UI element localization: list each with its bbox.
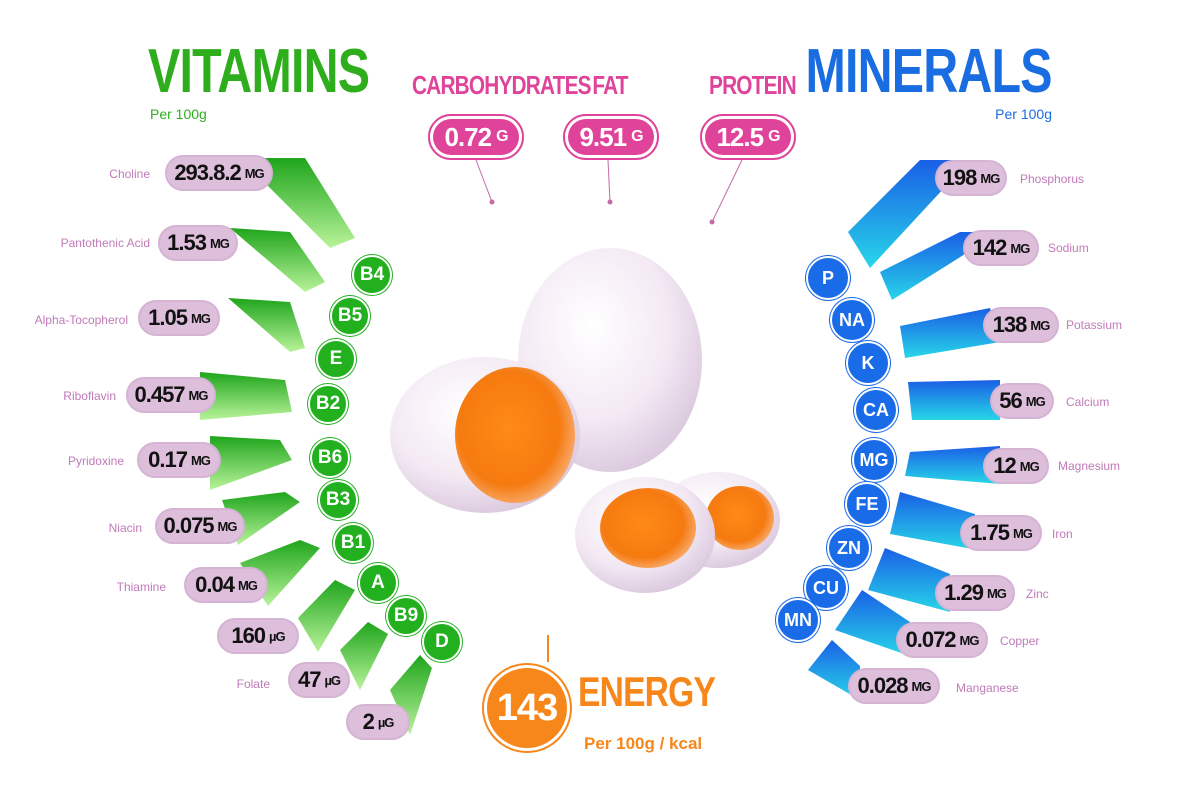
vitamin-name: Folate bbox=[236, 677, 270, 691]
mineral-value: 0.028 MG bbox=[848, 668, 940, 704]
mineral-name: Manganese bbox=[956, 681, 1019, 695]
fat-label: FAT bbox=[592, 70, 628, 100]
mineral-value: 1.29 MG bbox=[935, 575, 1015, 611]
mineral-value: 12 MG bbox=[983, 448, 1049, 484]
vitamin-bar bbox=[228, 298, 305, 352]
mineral-circle: CA bbox=[854, 388, 898, 432]
mineral-circle: ZN bbox=[827, 526, 871, 570]
vitamins-per: Per 100g bbox=[150, 106, 207, 122]
mineral-circle: P bbox=[806, 256, 850, 300]
vitamin-bar bbox=[390, 655, 432, 735]
mineral-bar bbox=[905, 446, 1000, 484]
vitamin-value: 1.05 MG bbox=[138, 300, 220, 336]
mineral-name: Calcium bbox=[1066, 395, 1110, 409]
mineral-value: 198 MG bbox=[935, 160, 1007, 196]
vitamin-bar bbox=[298, 580, 355, 652]
vitamin-circle: D bbox=[422, 622, 462, 662]
mineral-name: Copper bbox=[1000, 634, 1040, 648]
vitamin-name: Alpha-Tocopherol bbox=[34, 313, 128, 327]
vitamins-title: VITAMINS bbox=[148, 37, 370, 106]
minerals-per: Per 100g bbox=[995, 106, 1052, 122]
protein-label: PROTEIN bbox=[709, 70, 797, 100]
mineral-bar bbox=[890, 492, 978, 550]
mineral-name: Zinc bbox=[1026, 587, 1049, 601]
mineral-bar bbox=[908, 380, 1000, 420]
mineral-name: Magnesium bbox=[1058, 459, 1121, 473]
vitamin-name: Pyridoxine bbox=[67, 454, 124, 468]
vitamin-bar bbox=[230, 228, 325, 292]
egg-slice-front-yolk bbox=[600, 488, 696, 568]
vitamin-circle: B1 bbox=[333, 523, 373, 563]
vitamin-bars bbox=[200, 158, 432, 735]
mineral-bar bbox=[808, 640, 860, 700]
macro-pointers bbox=[475, 159, 743, 225]
vitamin-bar bbox=[200, 372, 292, 420]
vitamin-circle: B5 bbox=[330, 296, 370, 336]
vitamin-name: Niacin bbox=[108, 521, 142, 535]
vitamin-value: 0.04 MG bbox=[184, 567, 268, 603]
vitamin-value: 2 µG bbox=[346, 704, 410, 740]
vitamin-value: 293.8.2 MG bbox=[165, 155, 273, 191]
mineral-value: 0.072 MG bbox=[896, 622, 988, 658]
minerals-title: MINERALS bbox=[805, 37, 1053, 106]
mineral-bar bbox=[868, 548, 950, 612]
mineral-circle: K bbox=[846, 341, 890, 385]
vitamin-value: 0.17 MG bbox=[137, 442, 221, 478]
vitamin-bar bbox=[340, 622, 388, 690]
vitamin-name: Choline bbox=[109, 167, 150, 181]
mineral-value: 142 MG bbox=[963, 230, 1039, 266]
vitamin-circle: B6 bbox=[310, 438, 350, 478]
vitamin-circle: B9 bbox=[386, 596, 426, 636]
vitamin-circle: A bbox=[358, 563, 398, 603]
energy-per: Per 100g / kcal bbox=[584, 734, 703, 753]
half-egg-yolk bbox=[455, 367, 575, 503]
vitamin-value: 160 µG bbox=[217, 618, 299, 654]
mineral-name: Sodium bbox=[1048, 241, 1089, 255]
vitamin-circle: B3 bbox=[318, 480, 358, 520]
vitamin-circle: B2 bbox=[308, 384, 348, 424]
mineral-name: Potassium bbox=[1066, 318, 1123, 332]
vitamin-circle: B4 bbox=[352, 255, 392, 295]
vitamin-value: 0.457 MG bbox=[126, 377, 216, 413]
mineral-value: 56 MG bbox=[990, 383, 1054, 419]
vitamin-name: Pantothenic Acid bbox=[60, 236, 150, 250]
egg-slice-back-yolk bbox=[706, 486, 774, 550]
mineral-circle: CU bbox=[804, 566, 848, 610]
mineral-circle: MN bbox=[776, 598, 820, 642]
vitamin-value: 0.075 MG bbox=[155, 508, 245, 544]
mineral-circle: MG bbox=[852, 438, 896, 482]
vitamin-bar bbox=[210, 436, 292, 490]
mineral-name: Iron bbox=[1052, 527, 1073, 541]
fat-value: 9.51 G bbox=[563, 114, 659, 160]
energy-value: 143 bbox=[484, 665, 570, 751]
protein-value: 12.5 G bbox=[700, 114, 796, 160]
mineral-circle: FE bbox=[845, 482, 889, 526]
carbohydrates-label: CARBOHYDRATES bbox=[412, 70, 592, 100]
vitamin-circle: E bbox=[316, 339, 356, 379]
mineral-value: 138 MG bbox=[983, 307, 1059, 343]
mineral-value: 1.75 MG bbox=[960, 515, 1042, 551]
vitamin-name: Riboflavin bbox=[63, 389, 116, 403]
mineral-circle: NA bbox=[830, 298, 874, 342]
mineral-bar bbox=[900, 308, 1000, 358]
carbohydrates-value: 0.72 G bbox=[428, 114, 524, 160]
vitamin-value: 47 µG bbox=[288, 662, 350, 698]
mineral-bar bbox=[835, 590, 910, 656]
vitamin-value: 1.53 MG bbox=[158, 225, 238, 261]
mineral-name: Phosphorus bbox=[1020, 172, 1085, 186]
vitamin-name: Thiamine bbox=[116, 580, 166, 594]
energy-label: ENERGY bbox=[578, 668, 716, 715]
